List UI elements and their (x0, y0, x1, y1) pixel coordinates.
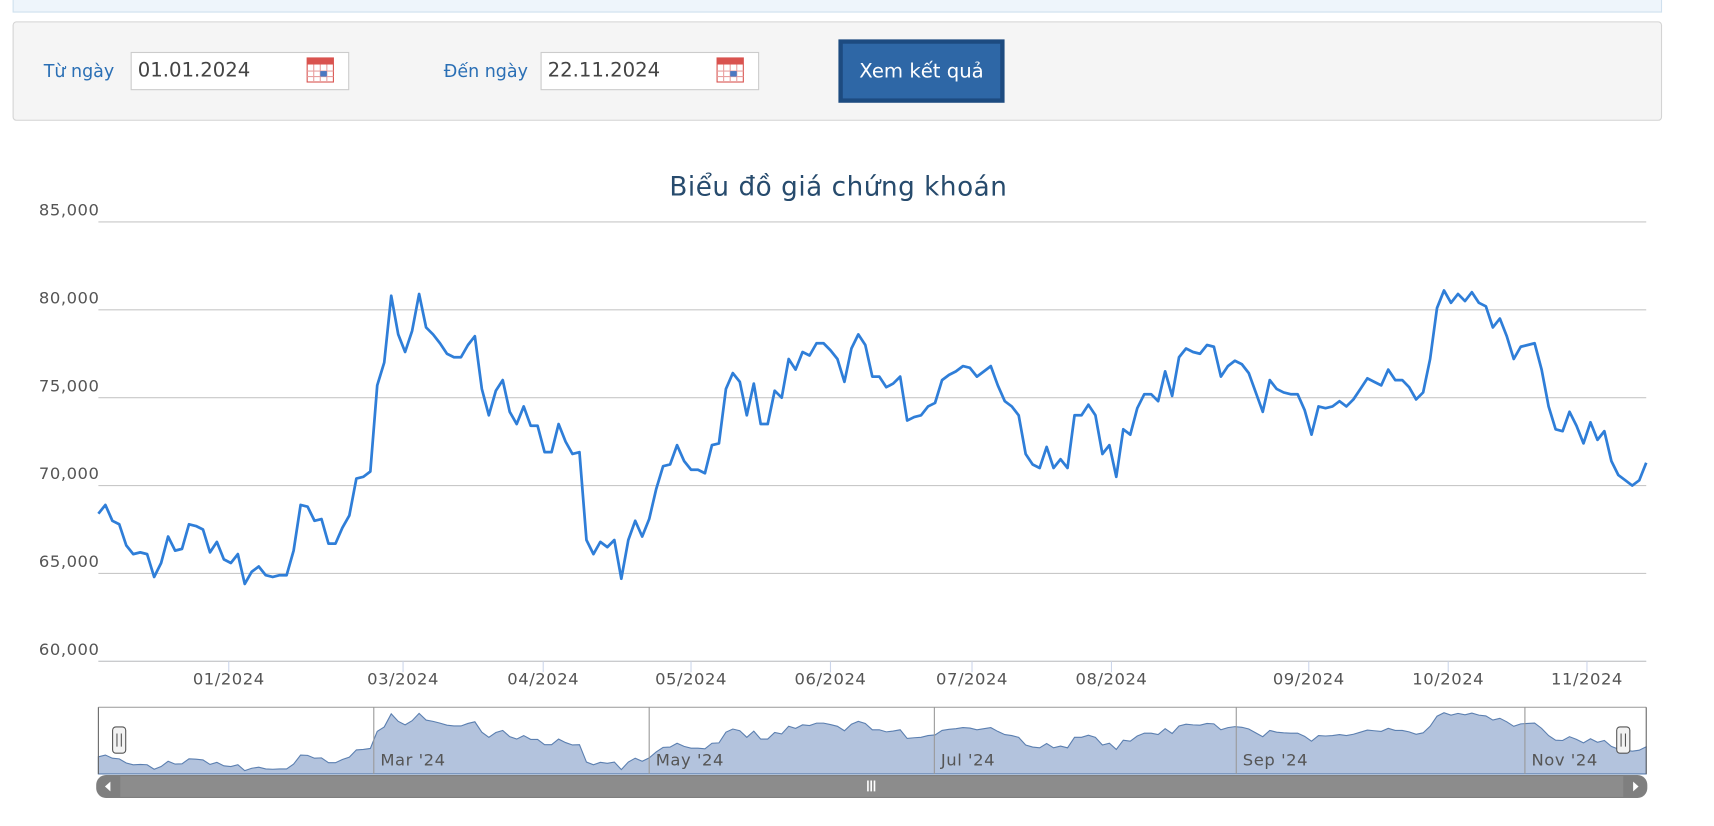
button-label: Xem kết quả (859, 60, 983, 83)
x-tick-label: 08/2024 (1076, 669, 1148, 688)
top-strip (12, 0, 1663, 13)
to-label: Đến ngày (444, 61, 528, 82)
handle-body (112, 726, 127, 754)
x-tick-label: 05/2024 (655, 669, 727, 688)
x-tick-label: 09/2024 (1273, 669, 1345, 688)
y-tick-label: 75,000 (39, 376, 100, 395)
to-value: 22.11.2024 (548, 59, 661, 82)
from-label: Từ ngày (43, 62, 115, 82)
handle-grip (116, 733, 122, 747)
y-tick-label: 80,000 (39, 288, 100, 307)
navigator-label: Jul '24 (940, 750, 995, 769)
x-tick-label: 01/2024 (193, 669, 265, 688)
from-value: 01.01.2024 (138, 59, 251, 82)
scroll-right[interactable] (1633, 781, 1639, 792)
navigator-label: Sep '24 (1243, 750, 1308, 769)
x-tick-label: 07/2024 (936, 669, 1008, 688)
navigator-label: Nov '24 (1531, 750, 1597, 769)
y-tick-label: 70,000 (39, 464, 100, 483)
handle-grip (1620, 733, 1627, 747)
x-tick-label: 11/2024 (1551, 669, 1623, 688)
handle-body (1616, 726, 1631, 754)
chart-title: Biểu đồ giá chứng khoán (669, 172, 1007, 203)
navigator-handle[interactable] (1616, 726, 1631, 754)
button-face (842, 43, 1001, 99)
filter-panel (12, 21, 1663, 121)
x-tick-label: 04/2024 (507, 669, 579, 688)
navigator-area (97, 712, 1647, 775)
x-tick-label: 06/2024 (795, 669, 867, 688)
x-tick-label: 03/2024 (367, 669, 439, 688)
navigator-handle[interactable] (112, 726, 127, 754)
price-line (97, 289, 1648, 586)
calendar-icon[interactable] (716, 57, 744, 83)
x-tick-label: 10/2024 (1412, 669, 1484, 688)
y-tick-label: 60,000 (39, 640, 100, 659)
y-tick-label: 65,000 (39, 552, 100, 571)
calendar-icon[interactable] (306, 57, 334, 83)
navigator-label: May '24 (656, 750, 724, 769)
scroll-left[interactable] (104, 781, 111, 792)
y-tick-label: 85,000 (39, 200, 100, 219)
navigator-label: Mar '24 (380, 750, 445, 769)
thumb-grip (867, 780, 876, 792)
